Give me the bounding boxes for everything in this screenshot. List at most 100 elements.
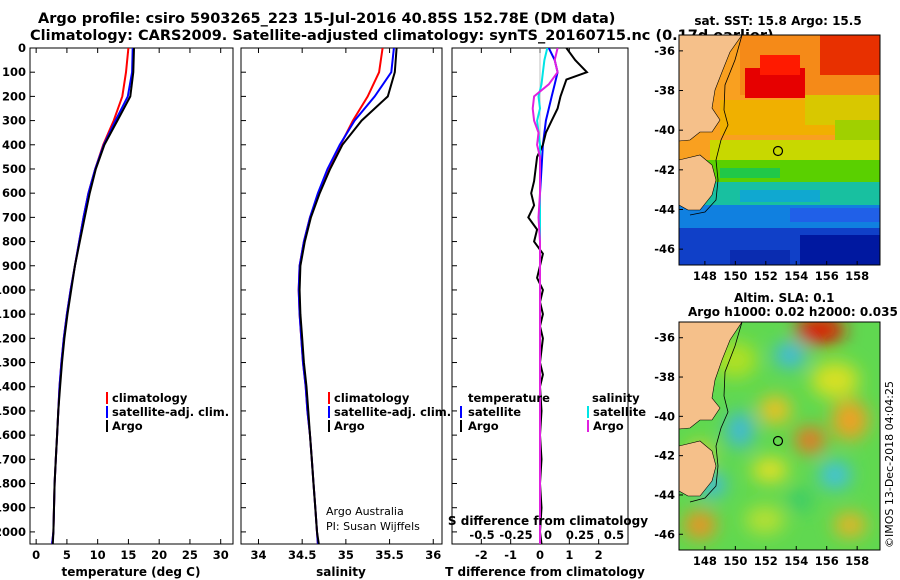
sal-diff-tick: 0.25	[566, 528, 594, 542]
difference-legend: temperature satellite Argo salinity sate…	[460, 391, 646, 433]
map-x-label: 150	[723, 269, 747, 283]
sal-diff-tick: -0.25	[499, 528, 532, 542]
y-tick-label: 1900	[0, 501, 26, 515]
float-marker	[772, 145, 784, 157]
legend-label: Argo	[468, 419, 499, 433]
x-tick-label: 35.5	[375, 548, 403, 562]
sal-diff-tick: -0.5	[469, 528, 494, 542]
x-tick-label: 15	[120, 548, 136, 562]
x-tick-label: 20	[151, 548, 167, 562]
map-x-label: 152	[754, 269, 778, 283]
x-tick-label: 35	[338, 548, 354, 562]
x-tick-label: 2	[595, 548, 603, 562]
map-y-label: -38	[654, 370, 675, 384]
temperature-legend: climatology satellite-adj. clim. Argo	[106, 391, 229, 433]
legend-label: Argo	[112, 419, 143, 433]
y-tick-label: 400	[2, 138, 26, 152]
series-line-argo	[51, 48, 135, 544]
y-tick-label: 800	[2, 235, 26, 249]
difference-xlabel: T difference from climatology	[445, 565, 645, 579]
map-y-label: -36	[654, 331, 675, 345]
y-tick-label: 1800	[0, 477, 26, 491]
sst-map	[679, 35, 880, 265]
legend-label: Argo	[593, 419, 624, 433]
x-tick-label: -1	[504, 548, 517, 562]
legend-label: satellite	[593, 405, 646, 419]
map-y-label: -46	[654, 242, 675, 256]
legend-label: Argo	[334, 419, 365, 433]
figure-title-line1: Argo profile: csiro 5903265_223 15-Jul-2…	[38, 11, 616, 27]
legend-label: satellite-adj. clim.	[112, 405, 229, 419]
legend-title-temperature: temperature	[468, 391, 550, 405]
y-tick-label: 600	[2, 186, 26, 200]
y-tick-label: 700	[2, 210, 26, 224]
y-tick-label: 500	[2, 162, 26, 176]
map-y-label: -38	[654, 84, 675, 98]
map-x-label: 148	[693, 269, 717, 283]
legend-label: satellite	[468, 405, 521, 419]
salinity-panel-frame	[240, 47, 443, 545]
map-y-label: -36	[654, 44, 675, 58]
x-tick-label: 25	[182, 548, 198, 562]
map-x-label: 158	[845, 269, 869, 283]
temperature-xlabel: temperature (deg C)	[62, 565, 201, 579]
credit-line1: Argo Australia	[326, 505, 404, 518]
x-tick-label: 30	[213, 548, 229, 562]
x-tick-label: 34	[250, 548, 266, 562]
series-line-climatology	[297, 48, 384, 544]
salinity-xlabel: salinity	[316, 565, 366, 579]
map-y-label: -42	[654, 163, 675, 177]
imos-timestamp: ©IMOS 13-Dec-2018 04:04:25	[883, 381, 896, 548]
x-tick-label: 0	[536, 548, 544, 562]
x-tick-label: 1	[565, 548, 573, 562]
figure-title-line2: Climatology: CARS2009. Satellite-adjuste…	[30, 28, 774, 44]
float-marker	[772, 435, 784, 447]
series-line-argo	[298, 48, 398, 544]
credit-line2: PI: Susan Wijffels	[326, 520, 420, 533]
map-y-label: -44	[654, 488, 675, 502]
salinity-legend: climatology satellite-adj. clim. Argo	[328, 391, 451, 433]
x-tick-label: -2	[475, 548, 488, 562]
sla-map-title2: Argo h1000: 0.02 h2000: 0.035	[688, 305, 898, 319]
y-tick-label: 0	[18, 41, 26, 55]
map-x-label: 156	[815, 269, 839, 283]
map-y-label: -40	[654, 409, 675, 423]
y-tick-label: 300	[2, 114, 26, 128]
x-tick-label: 5	[63, 548, 71, 562]
sal-diff-tick: 0	[544, 528, 552, 542]
map-x-label: 158	[845, 554, 869, 568]
legend-label: satellite-adj. clim.	[334, 405, 451, 419]
sla-map-frame	[678, 321, 881, 551]
map-x-label: 148	[693, 554, 717, 568]
series-line-salinity-argo	[531, 48, 559, 544]
y-tick-label: 200	[2, 89, 26, 103]
map-x-label: 154	[784, 269, 808, 283]
legend-label: climatology	[112, 391, 188, 405]
map-y-label: -46	[654, 527, 675, 541]
series-line-temperature-satellite	[539, 48, 559, 544]
map-y-label: -40	[654, 123, 675, 137]
y-tick-label: 900	[2, 259, 26, 273]
x-tick-label: 10	[90, 548, 106, 562]
sst-map-title: sat. SST: 15.8 Argo: 15.5	[694, 14, 861, 28]
sal-diff-tick: 0.5	[604, 528, 624, 542]
map-y-label: -44	[654, 202, 675, 216]
map-x-label: 154	[784, 554, 808, 568]
y-tick-label: 1600	[0, 428, 26, 442]
y-tick-label: 1500	[0, 404, 26, 418]
map-x-label: 150	[723, 554, 747, 568]
difference-top-label: S difference from climatology	[448, 514, 648, 528]
x-tick-label: 34.5	[288, 548, 316, 562]
y-tick-label: 1700	[0, 452, 26, 466]
sla-map-title1: Altim. SLA: 0.1	[734, 291, 835, 305]
map-x-label: 156	[815, 554, 839, 568]
temperature-panel-frame	[29, 47, 234, 545]
map-x-label: 152	[754, 554, 778, 568]
y-tick-label: 1000	[0, 283, 26, 297]
x-tick-label: 36	[425, 548, 441, 562]
sla-map	[679, 322, 880, 550]
y-tick-label: 1100	[0, 307, 26, 321]
legend-title-salinity: salinity	[592, 391, 640, 405]
